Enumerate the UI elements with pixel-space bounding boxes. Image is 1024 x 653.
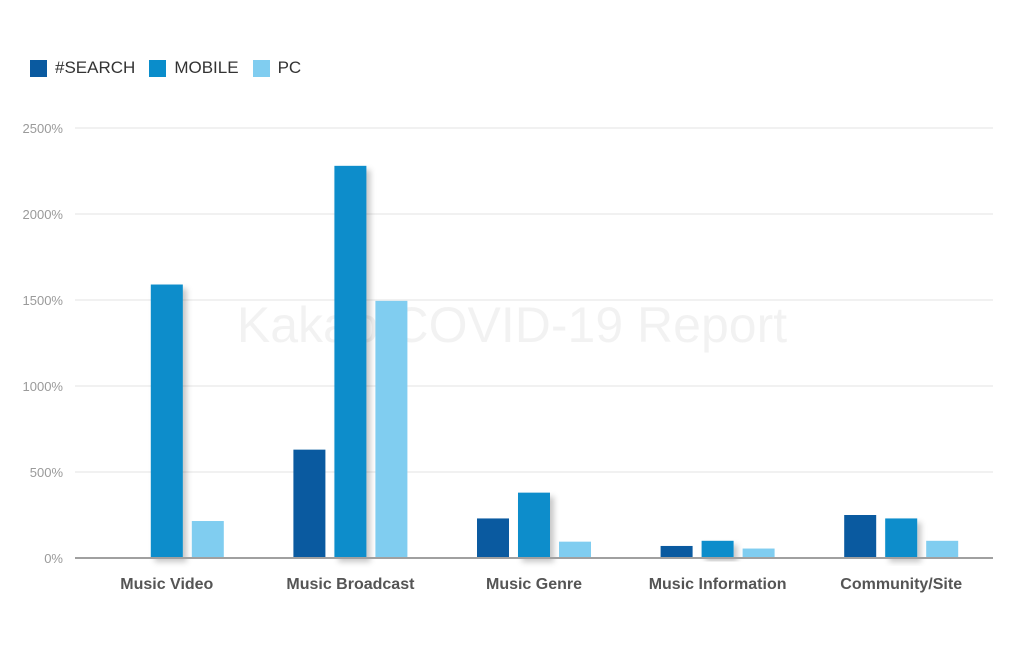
legend-item-search: #SEARCH xyxy=(30,58,135,78)
bar-search xyxy=(477,518,509,558)
gridlines xyxy=(75,127,993,473)
y-tick-label: 2000% xyxy=(23,207,64,222)
bar-pc xyxy=(191,521,224,558)
bar-pc xyxy=(559,541,591,558)
bar-pc xyxy=(742,548,775,558)
bar-search xyxy=(844,515,877,558)
legend: #SEARCH MOBILE PC xyxy=(30,58,301,78)
y-tick-label: 1500% xyxy=(23,293,64,308)
legend-label-search: #SEARCH xyxy=(55,58,136,77)
bar-mobile xyxy=(885,518,918,558)
legend-label-mobile: MOBILE xyxy=(174,58,239,77)
legend-swatch-pc xyxy=(252,59,270,77)
bar-pc xyxy=(926,540,959,558)
legend-item-mobile: MOBILE xyxy=(149,58,239,78)
watermark-text: Kakao COVID-19 Report xyxy=(237,297,787,353)
legend-swatch-mobile xyxy=(149,59,167,77)
y-axis-ticks: 0% 500% 1000% 1500% 2000% 2500% xyxy=(23,121,64,566)
y-tick-label: 1000% xyxy=(23,379,64,394)
bar-pc xyxy=(375,300,408,558)
x-category-label: Community/Site xyxy=(840,576,962,593)
y-tick-label: 0% xyxy=(44,551,63,566)
bar-search xyxy=(293,449,326,558)
bar-mobile xyxy=(150,284,183,558)
y-tick-label: 500% xyxy=(30,465,64,480)
legend-item-pc: PC xyxy=(252,58,302,78)
x-category-label: Music Information xyxy=(649,576,787,593)
bars xyxy=(150,165,959,558)
legend-label-pc: PC xyxy=(277,58,302,77)
x-category-label: Music Broadcast xyxy=(286,576,415,593)
x-axis-categories: Music Video Music Broadcast Music Genre Mus… xyxy=(120,576,962,593)
bar-mobile xyxy=(334,165,367,558)
bar-mobile xyxy=(701,540,734,558)
bar-search xyxy=(660,545,693,558)
legend-swatch-search xyxy=(30,59,47,77)
bar-mobile xyxy=(518,492,550,558)
x-category-label: Music Genre xyxy=(486,576,582,593)
y-tick-label: 2500% xyxy=(23,121,64,136)
x-category-label: Music Video xyxy=(120,576,213,593)
